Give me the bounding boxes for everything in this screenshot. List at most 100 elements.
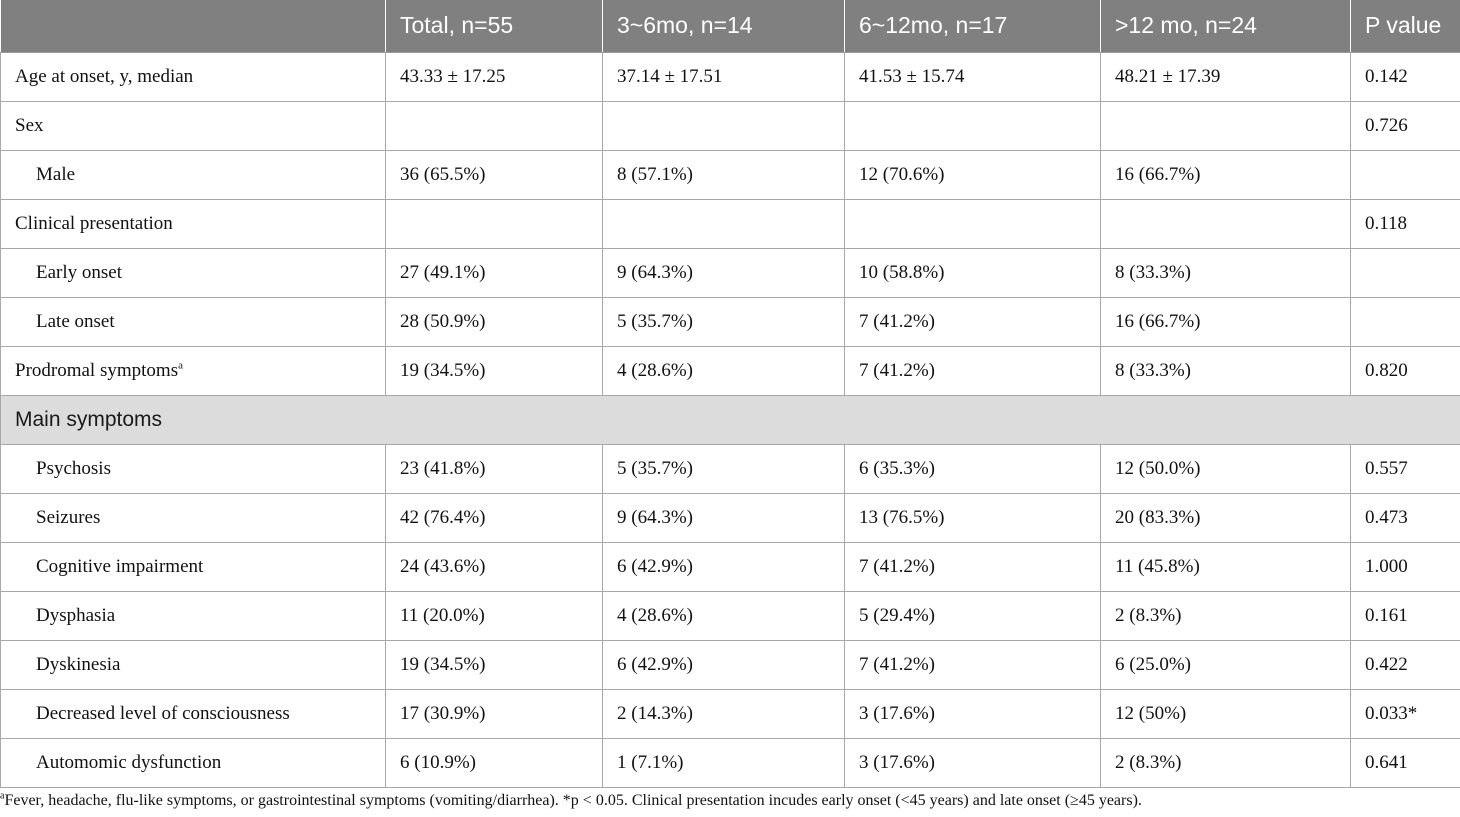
table-cell [844,100,1101,151]
table-cell: 16 (66.7%) [1100,149,1351,200]
table-row: Automomic dysfunction 6 (10.9%) 1 (7.1%)… [0,737,1460,788]
row-label: Dysphasia [0,590,386,641]
row-label: Clinical presentation [0,198,386,249]
table-cell [385,198,603,249]
footnote-marker: a [178,359,183,372]
row-label: Late onset [0,296,386,347]
table-cell: 11 (45.8%) [1100,541,1351,592]
table-cell: 3 (17.6%) [844,737,1101,788]
table-cell: 48.21 ± 17.39 [1100,51,1351,102]
table-row: Sex 0.726 [0,100,1460,151]
table-row: Dysphasia 11 (20.0%) 4 (28.6%) 5 (29.4%)… [0,590,1460,641]
table-cell: 19 (34.5%) [385,345,603,396]
table-cell: 5 (35.7%) [602,296,845,347]
row-label-text: Prodromal symptoms [15,359,179,381]
table-cell: 9 (64.3%) [602,492,845,543]
table-row: Early onset 27 (49.1%) 9 (64.3%) 10 (58.… [0,247,1460,298]
row-label: Cognitive impairment [0,541,386,592]
table-row: Psychosis 23 (41.8%) 5 (35.7%) 6 (35.3%)… [0,443,1460,494]
table-row: Prodromal symptomsa 19 (34.5%) 4 (28.6%)… [0,345,1460,396]
table-row: Age at onset, y, median 43.33 ± 17.25 37… [0,51,1460,102]
table-cell: 6 (42.9%) [602,541,845,592]
table-cell [1100,198,1351,249]
table-cell: 19 (34.5%) [385,639,603,690]
row-label: Male [0,149,386,200]
table-cell: 0.118 [1350,198,1460,249]
row-label: Automomic dysfunction [0,737,386,788]
table-cell: 10 (58.8%) [844,247,1101,298]
table-cell: 0.557 [1350,443,1460,494]
table-cell: 2 (8.3%) [1100,590,1351,641]
section-header-row: Main symptoms [0,394,1460,445]
table-cell: 2 (14.3%) [602,688,845,739]
table-cell: 6 (25.0%) [1100,639,1351,690]
table-cell: 16 (66.7%) [1100,296,1351,347]
table-cell: 5 (35.7%) [602,443,845,494]
table-cell: 0.726 [1350,100,1460,151]
table-cell: 0.473 [1350,492,1460,543]
table-row: Seizures 42 (76.4%) 9 (64.3%) 13 (76.5%)… [0,492,1460,543]
table-cell: 9 (64.3%) [602,247,845,298]
table-cell: 8 (57.1%) [602,149,845,200]
table-cell: 36 (65.5%) [385,149,603,200]
table-cell: 7 (41.2%) [844,345,1101,396]
table-cell [844,198,1101,249]
table-cell: 7 (41.2%) [844,639,1101,690]
table-cell: 6 (42.9%) [602,639,845,690]
table-cell: 1.000 [1350,541,1460,592]
table-cell [385,100,603,151]
table-cell: 12 (50.0%) [1100,443,1351,494]
table-cell: 0.161 [1350,590,1460,641]
table-cell: 27 (49.1%) [385,247,603,298]
row-label: Prodromal symptomsa [0,345,386,396]
row-label: Age at onset, y, median [0,51,386,102]
table-row: Late onset 28 (50.9%) 5 (35.7%) 7 (41.2%… [0,296,1460,347]
table-cell: 12 (70.6%) [844,149,1101,200]
row-label: Psychosis [0,443,386,494]
table-cell: 24 (43.6%) [385,541,603,592]
table-cell: 6 (10.9%) [385,737,603,788]
table-footnote: aFever, headache, flu-like symptoms, or … [0,790,1460,810]
table-cell: 0.641 [1350,737,1460,788]
table-cell: 12 (50%) [1100,688,1351,739]
table-cell: 8 (33.3%) [1100,345,1351,396]
table-cell: 4 (28.6%) [602,345,845,396]
table-cell: 8 (33.3%) [1100,247,1351,298]
section-title: Main symptoms [0,394,1460,445]
table-cell: 1 (7.1%) [602,737,845,788]
table-cell: 43.33 ± 17.25 [385,51,603,102]
table-row: Decreased level of consciousness 17 (30.… [0,688,1460,739]
footnote-text: Fever, headache, flu-like symptoms, or g… [4,792,1142,809]
clinical-characteristics-table: Total, n=55 3~6mo, n=14 6~12mo, n=17 >12… [0,0,1460,788]
header-cell-6-12mo: 6~12mo, n=17 [844,0,1101,53]
table-cell [1350,296,1460,347]
table-cell: 28 (50.9%) [385,296,603,347]
header-cell-3-6mo: 3~6mo, n=14 [602,0,845,53]
header-cell-p-value: P value [1350,0,1460,53]
table-row: Dyskinesia 19 (34.5%) 6 (42.9%) 7 (41.2%… [0,639,1460,690]
header-cell-over-12mo: >12 mo, n=24 [1100,0,1351,53]
row-label: Early onset [0,247,386,298]
table-cell: 42 (76.4%) [385,492,603,543]
table-cell: 7 (41.2%) [844,296,1101,347]
table-cell: 5 (29.4%) [844,590,1101,641]
table-cell [1350,149,1460,200]
table-cell: 41.53 ± 15.74 [844,51,1101,102]
table-cell: 23 (41.8%) [385,443,603,494]
table-cell: 11 (20.0%) [385,590,603,641]
footnote-marker: a [0,790,5,802]
row-label: Seizures [0,492,386,543]
table-cell: 0.422 [1350,639,1460,690]
table-cell: 17 (30.9%) [385,688,603,739]
table-cell: 20 (83.3%) [1100,492,1351,543]
table-cell: 0.820 [1350,345,1460,396]
table-cell: 2 (8.3%) [1100,737,1351,788]
row-label: Decreased level of consciousness [0,688,386,739]
row-label: Dyskinesia [0,639,386,690]
table-row: Male 36 (65.5%) 8 (57.1%) 12 (70.6%) 16 … [0,149,1460,200]
table-cell: 37.14 ± 17.51 [602,51,845,102]
table-header-row: Total, n=55 3~6mo, n=14 6~12mo, n=17 >12… [0,0,1460,53]
table-cell [602,198,845,249]
table-cell [602,100,845,151]
table-cell: 3 (17.6%) [844,688,1101,739]
